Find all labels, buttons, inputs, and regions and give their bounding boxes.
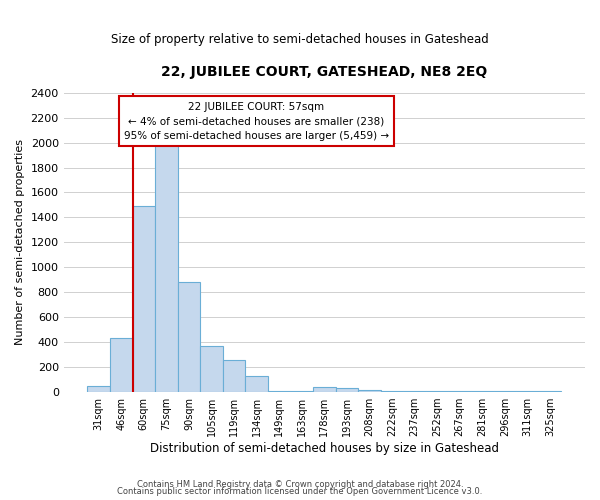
Y-axis label: Number of semi-detached properties: Number of semi-detached properties: [15, 140, 25, 346]
Text: Contains public sector information licensed under the Open Government Licence v3: Contains public sector information licen…: [118, 487, 482, 496]
Text: 22 JUBILEE COURT: 57sqm
← 4% of semi-detached houses are smaller (238)
95% of se: 22 JUBILEE COURT: 57sqm ← 4% of semi-det…: [124, 102, 389, 141]
Bar: [335, 388, 358, 392]
Bar: [200, 346, 223, 392]
Title: 22, JUBILEE COURT, GATESHEAD, NE8 2EQ: 22, JUBILEE COURT, GATESHEAD, NE8 2EQ: [161, 65, 487, 79]
Bar: [358, 390, 381, 392]
Text: Contains HM Land Registry data © Crown copyright and database right 2024.: Contains HM Land Registry data © Crown c…: [137, 480, 463, 489]
Bar: [178, 282, 200, 392]
X-axis label: Distribution of semi-detached houses by size in Gateshead: Distribution of semi-detached houses by …: [150, 442, 499, 455]
Bar: [88, 386, 110, 392]
Bar: [133, 206, 155, 392]
Bar: [155, 142, 178, 392]
Bar: [245, 376, 268, 392]
Bar: [223, 360, 245, 392]
Bar: [110, 338, 133, 392]
Bar: [313, 387, 335, 392]
Text: Size of property relative to semi-detached houses in Gateshead: Size of property relative to semi-detach…: [111, 32, 489, 46]
